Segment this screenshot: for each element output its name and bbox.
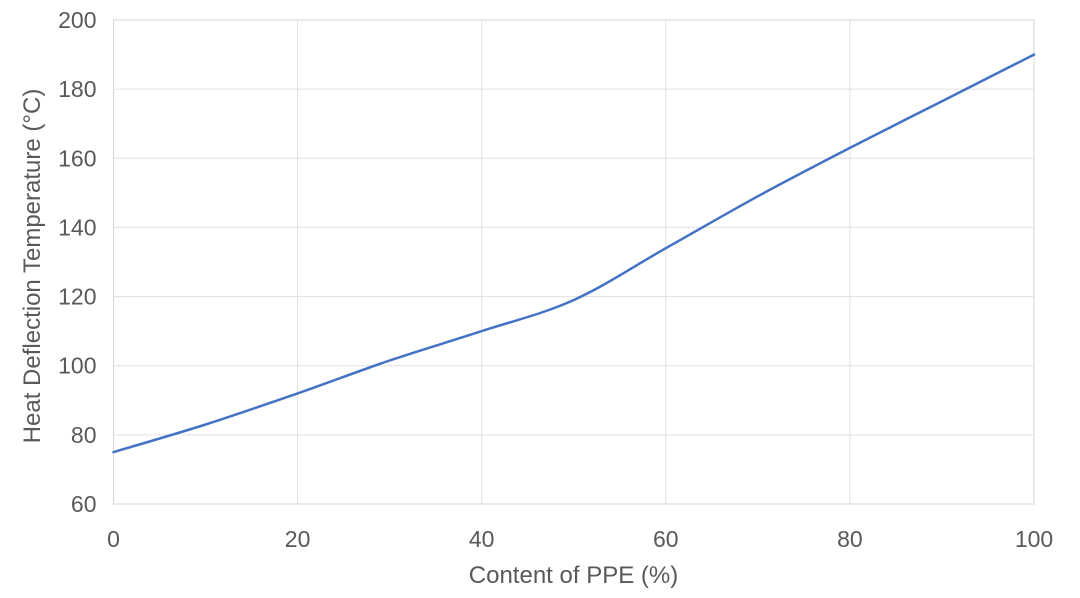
x-tick-label: 80	[837, 526, 863, 552]
y-tick-label: 140	[58, 214, 96, 240]
x-tick-label: 40	[469, 526, 495, 552]
data-line	[112, 53, 1036, 454]
y-tick-label: 160	[58, 145, 96, 171]
x-tick-label: 0	[107, 526, 120, 552]
y-tick-label: 80	[71, 422, 97, 448]
y-tick-label: 200	[58, 7, 96, 33]
x-tick-label: 60	[653, 526, 679, 552]
y-tick-label: 180	[58, 76, 96, 102]
x-tick-label: 20	[285, 526, 311, 552]
plot-border	[113, 19, 1035, 505]
x-tick-label: 100	[1015, 526, 1053, 552]
y-tick-label: 100	[58, 353, 96, 379]
y-axis-title: Heat Deflection Temperature (°C)	[19, 88, 46, 444]
x-axis-title: Content of PPE (%)	[468, 562, 679, 589]
y-tick-label: 60	[71, 491, 97, 517]
y-tick-label: 120	[58, 284, 96, 310]
